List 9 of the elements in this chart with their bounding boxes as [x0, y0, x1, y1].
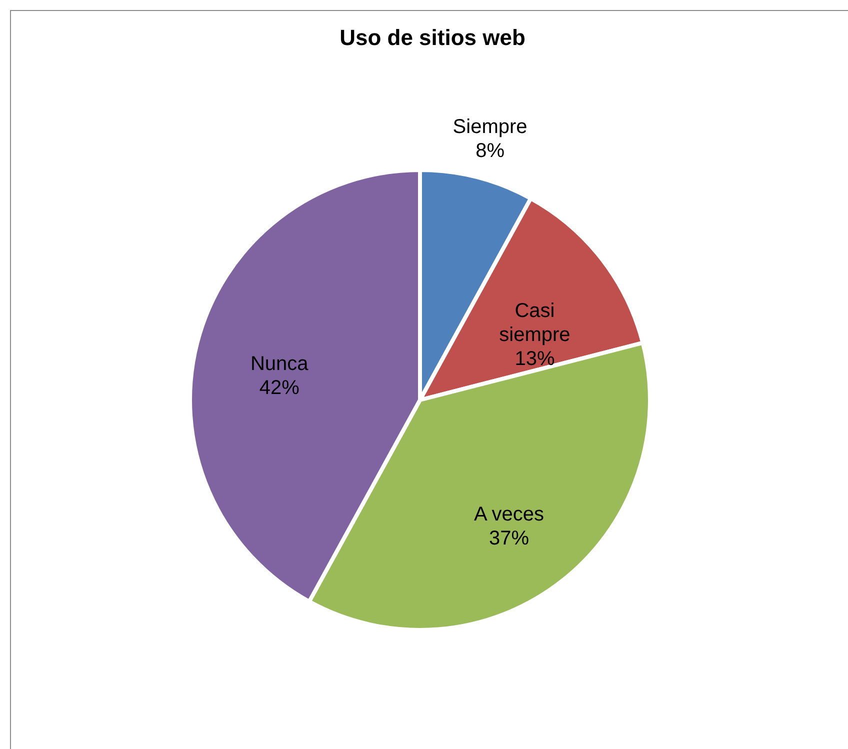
slice-label: Siempre — [452, 116, 528, 138]
data-label: 42% — [259, 376, 300, 399]
chart-title: Uso de sitios web — [340, 25, 526, 50]
data-label: 8% — [476, 140, 505, 162]
data-label: 13% — [514, 348, 555, 370]
slice-label: Casi siempre — [499, 300, 570, 346]
data-label: 37% — [488, 528, 530, 550]
slice-label: A veces — [474, 504, 544, 526]
slice-label: Nunca — [250, 352, 310, 375]
